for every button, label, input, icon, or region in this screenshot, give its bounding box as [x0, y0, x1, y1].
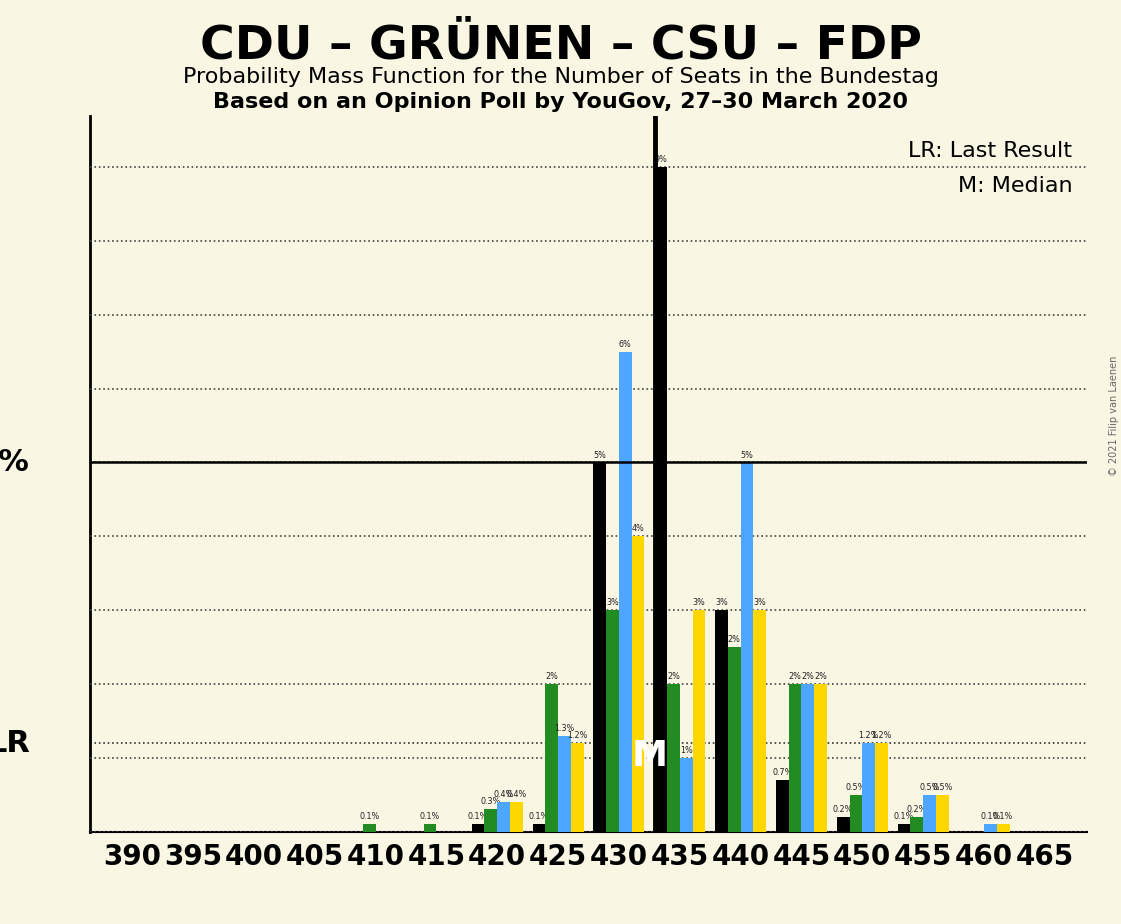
Text: 0.1%: 0.1%: [529, 812, 549, 821]
Bar: [484, 809, 498, 832]
Bar: [472, 824, 484, 832]
Text: 2%: 2%: [788, 672, 802, 681]
Text: 3%: 3%: [753, 598, 766, 607]
Text: © 2021 Filip van Laenen: © 2021 Filip van Laenen: [1109, 356, 1119, 476]
Bar: [532, 824, 545, 832]
Bar: [776, 780, 789, 832]
Text: 5%: 5%: [0, 448, 30, 477]
Text: 0.4%: 0.4%: [493, 790, 513, 799]
Text: 2%: 2%: [728, 635, 741, 644]
Text: 0.1%: 0.1%: [893, 812, 914, 821]
Bar: [984, 824, 997, 832]
Text: LR: Last Result: LR: Last Result: [908, 140, 1073, 161]
Bar: [923, 795, 936, 832]
Text: M: Median: M: Median: [957, 176, 1073, 197]
Bar: [593, 463, 606, 832]
Text: M: M: [631, 738, 667, 772]
Bar: [715, 610, 728, 832]
Text: 0.1%: 0.1%: [359, 812, 379, 821]
Bar: [679, 758, 693, 832]
Text: 2%: 2%: [667, 672, 679, 681]
Text: 3%: 3%: [715, 598, 728, 607]
Bar: [789, 684, 802, 832]
Text: 0.5%: 0.5%: [919, 783, 939, 792]
Bar: [667, 684, 679, 832]
Bar: [424, 824, 436, 832]
Text: 1.3%: 1.3%: [555, 723, 575, 733]
Text: 6%: 6%: [619, 340, 632, 348]
Text: 2%: 2%: [545, 672, 558, 681]
Bar: [862, 743, 876, 832]
Text: 4%: 4%: [632, 524, 645, 533]
Text: 3%: 3%: [606, 598, 619, 607]
Bar: [898, 824, 910, 832]
Text: 0.1%: 0.1%: [420, 812, 441, 821]
Text: 0.2%: 0.2%: [833, 805, 853, 814]
Text: 1.2%: 1.2%: [567, 731, 587, 740]
Text: 1.2%: 1.2%: [859, 731, 879, 740]
Text: 0.4%: 0.4%: [507, 790, 527, 799]
Text: 0.1%: 0.1%: [993, 812, 1013, 821]
Bar: [510, 802, 522, 832]
Bar: [836, 817, 850, 832]
Bar: [545, 684, 558, 832]
Bar: [693, 610, 705, 832]
Text: 5%: 5%: [593, 451, 606, 459]
Bar: [571, 743, 584, 832]
Text: LR: LR: [0, 728, 30, 758]
Bar: [910, 817, 923, 832]
Bar: [619, 352, 632, 832]
Bar: [728, 647, 741, 832]
Bar: [655, 167, 667, 832]
Bar: [753, 610, 766, 832]
Bar: [741, 463, 753, 832]
Text: 0.1%: 0.1%: [980, 812, 1000, 821]
Bar: [363, 824, 376, 832]
Text: 1.2%: 1.2%: [871, 731, 891, 740]
Text: 0.2%: 0.2%: [907, 805, 927, 814]
Text: 0.7%: 0.7%: [772, 768, 793, 777]
Bar: [876, 743, 888, 832]
Text: 3%: 3%: [693, 598, 705, 607]
Text: 0.3%: 0.3%: [481, 797, 501, 807]
Text: 1%: 1%: [679, 746, 693, 755]
Text: 0.1%: 0.1%: [467, 812, 489, 821]
Text: 5%: 5%: [741, 451, 753, 459]
Bar: [558, 736, 571, 832]
Text: 9%: 9%: [655, 155, 667, 164]
Bar: [498, 802, 510, 832]
Text: Probability Mass Function for the Number of Seats in the Bundestag: Probability Mass Function for the Number…: [183, 67, 938, 87]
Text: CDU – GRÜNEN – CSU – FDP: CDU – GRÜNEN – CSU – FDP: [200, 23, 921, 68]
Bar: [802, 684, 814, 832]
Bar: [632, 536, 645, 832]
Text: 2%: 2%: [802, 672, 814, 681]
Bar: [850, 795, 862, 832]
Bar: [814, 684, 827, 832]
Text: 2%: 2%: [814, 672, 827, 681]
Text: 0.5%: 0.5%: [845, 783, 867, 792]
Bar: [997, 824, 1010, 832]
Text: 0.5%: 0.5%: [932, 783, 953, 792]
Bar: [936, 795, 948, 832]
Bar: [606, 610, 619, 832]
Text: Based on an Opinion Poll by YouGov, 27–30 March 2020: Based on an Opinion Poll by YouGov, 27–3…: [213, 92, 908, 113]
